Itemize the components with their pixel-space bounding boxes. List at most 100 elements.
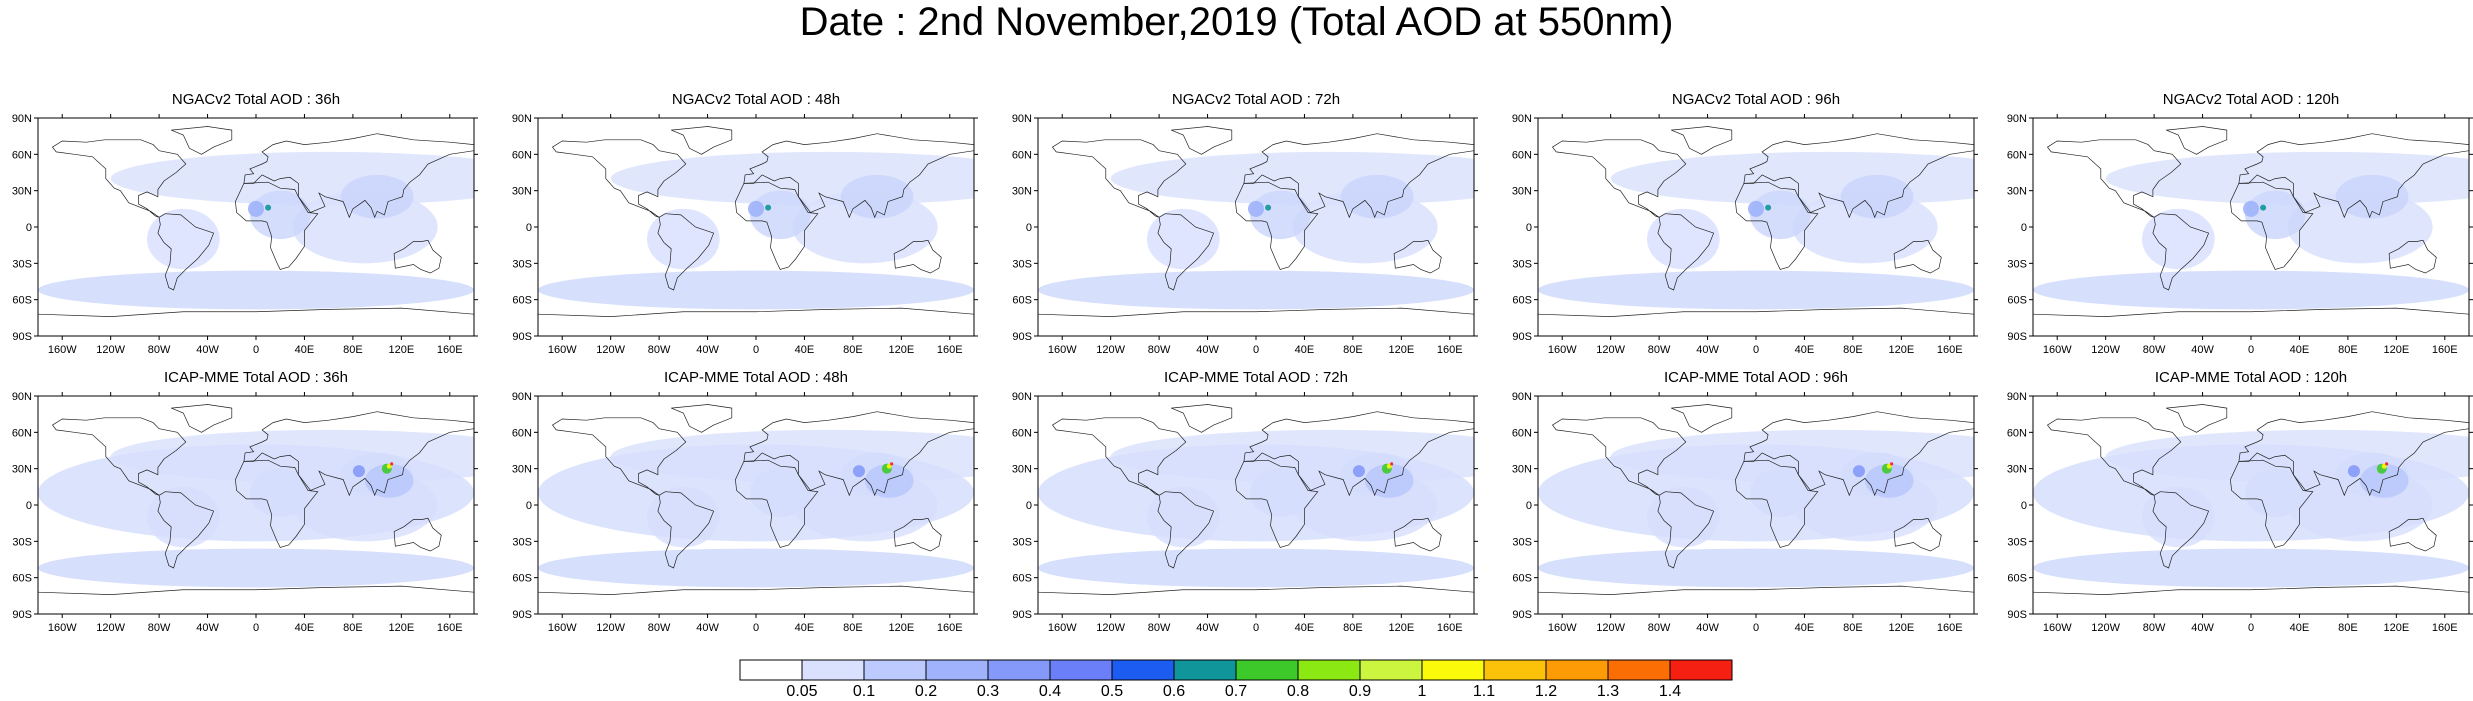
lon-tick-label: 0 [2248,344,2254,355]
lat-tick-label: 60N [1512,149,1532,161]
lon-tick-label: 80E [843,344,863,355]
colorbar-tick-label: 0.6 [1163,683,1185,699]
colorbar-swatch [925,659,989,681]
lon-tick-label: 160W [1548,622,1577,633]
panel-title: ICAP-MME Total AOD : 120h [2154,369,2348,386]
lat-tick-label: 90S [2007,609,2027,621]
lat-tick-label: 30S [1512,536,1532,548]
map-panel: NGACv2 Total AOD : 48h 90N 60N 30N 0 30S 60S 90… [500,90,1000,355]
lon-tick-label: 80E [2338,344,2358,355]
lat-tick-label: 60N [1012,427,1032,439]
map-plot: 90N 60N 30N 0 30S 60S 90S 160W 120W 80W 40W 0 40E 80E… [1512,113,1978,355]
lon-tick-label: 160W [48,344,77,355]
lon-tick-label: 120E [2383,344,2409,355]
lon-tick-label: 80W [2143,622,2166,633]
lon-tick-label: 40W [1696,344,1719,355]
lat-tick-label: 90N [1512,113,1532,125]
lon-tick-label: 80W [648,344,671,355]
lat-tick-label: 0 [26,500,32,512]
lon-tick-label: 120E [1888,622,1914,633]
map-panel: ICAP-MME Total AOD : 36h 90N 60N 30N 0 30S 60S… [0,368,500,633]
lat-tick-label: 30S [12,536,32,548]
map-panel: NGACv2 Total AOD : 96h 90N 60N 30N 0 30S 60S 90… [1500,90,2000,355]
lat-tick-label: 90S [512,609,532,621]
lon-tick-label: 160W [2043,344,2072,355]
lon-tick-label: 120W [96,344,125,355]
lat-tick-label: 60S [1012,295,1032,307]
lon-tick-label: 160W [1048,344,1077,355]
lat-tick-label: 60S [1512,573,1532,585]
lat-tick-label: 60S [2007,295,2027,307]
colorbar-swatch [1173,659,1237,681]
lon-tick-label: 120W [596,622,625,633]
map-panel: ICAP-MME Total AOD : 120h 90N 60N 30N 0 30S 60… [1995,368,2473,633]
lon-tick-label: 120E [1388,344,1414,355]
lon-tick-label: 160W [548,622,577,633]
lat-tick-label: 30S [2007,258,2027,270]
lat-tick-label: 90S [12,331,32,343]
lat-tick-label: 90N [1012,113,1032,125]
panel-title: ICAP-MME Total AOD : 96h [1664,369,1848,386]
lon-tick-label: 0 [1753,622,1759,633]
lat-tick-label: 30S [1512,258,1532,270]
lat-tick-label: 30N [12,464,32,476]
colorbar-tick-label: 1.4 [1659,683,1681,699]
panel-title: NGACv2 Total AOD : 72h [1171,91,1341,108]
lat-tick-label: 0 [526,500,532,512]
lon-tick-label: 0 [2248,622,2254,633]
colorbar-swatch [863,659,927,681]
lat-tick-label: 0 [2021,222,2027,234]
lat-tick-label: 90N [512,391,532,403]
lon-tick-label: 80W [1648,344,1671,355]
lat-tick-label: 30S [2007,536,2027,548]
lon-tick-label: 0 [753,344,759,355]
panel-title: NGACv2 Total AOD : 96h [1671,91,1841,108]
colorbar-swatch [1669,659,1733,681]
lat-tick-label: 0 [26,222,32,234]
lon-tick-label: 40W [1696,622,1719,633]
map-plot: 90N 60N 30N 0 30S 60S 90S 160W 120W 80W 40W 0 40E 80E… [1512,391,1978,633]
colorbar-tick-label: 0.05 [786,683,817,699]
lon-tick-label: 120W [96,622,125,633]
lat-tick-label: 60N [1012,149,1032,161]
lon-tick-label: 160W [1548,344,1577,355]
lon-tick-label: 40W [2191,622,2214,633]
lon-tick-label: 120E [888,622,914,633]
map-plot: 90N 60N 30N 0 30S 60S 90S 160W 120W 80W 40W 0 40E 80E… [1012,113,1478,355]
lat-tick-label: 0 [1526,500,1532,512]
lat-tick-label: 60N [512,427,532,439]
lon-tick-label: 160E [1437,344,1463,355]
lat-tick-label: 30N [1512,464,1532,476]
lon-tick-label: 80W [1148,344,1171,355]
lon-tick-label: 160W [1048,622,1077,633]
lat-tick-label: 60S [1512,295,1532,307]
lon-tick-label: 160E [1937,622,1963,633]
lon-tick-label: 0 [253,622,259,633]
colorbar-swatch [1607,659,1671,681]
lat-tick-label: 90S [1012,609,1032,621]
map-panel: ICAP-MME Total AOD : 96h 90N 60N 30N 0 30S 60S… [1500,368,2000,633]
panel-title: NGACv2 Total AOD : 120h [2162,91,2340,108]
lat-tick-label: 0 [2021,500,2027,512]
lat-tick-label: 0 [1026,500,1032,512]
lon-tick-label: 0 [1253,622,1259,633]
lat-tick-label: 60S [512,573,532,585]
lat-tick-label: 30N [1012,186,1032,198]
lat-tick-label: 30N [512,186,532,198]
map-plot: 90N 60N 30N 0 30S 60S 90S 160W 120W 80W 40W 0 40E 80E… [512,391,978,633]
lon-tick-label: 40E [1295,622,1315,633]
lat-tick-label: 30N [12,186,32,198]
lon-tick-label: 80W [148,622,171,633]
lon-tick-label: 0 [1253,344,1259,355]
lon-tick-label: 40W [696,344,719,355]
colorbar-tick-label: 1 [1418,683,1427,699]
map-plot: 90N 60N 30N 0 30S 60S 90S 160W 120W 80W 40W 0 40E 80E… [12,391,478,633]
lon-tick-label: 80E [1843,344,1863,355]
colorbar-tick-label: 0.9 [1349,683,1371,699]
lon-tick-label: 120E [2383,622,2409,633]
lon-tick-label: 120W [2091,622,2120,633]
panel-title: ICAP-MME Total AOD : 36h [164,369,348,386]
lon-tick-label: 40W [2191,344,2214,355]
lon-tick-label: 80E [1843,622,1863,633]
panel-title: ICAP-MME Total AOD : 72h [1164,369,1348,386]
